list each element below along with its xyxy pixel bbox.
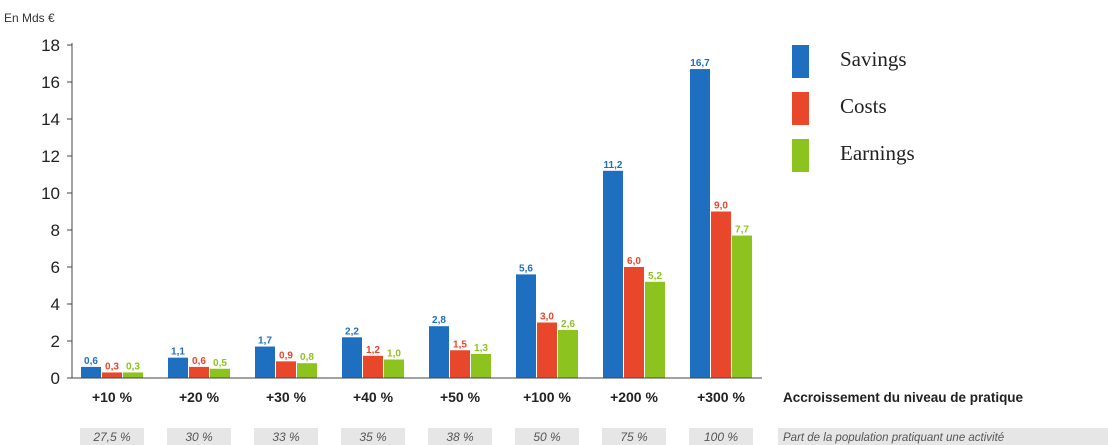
y-tick-label: 6 — [51, 258, 60, 277]
bar-value-label: 1,2 — [366, 345, 380, 356]
bar-savings — [516, 274, 536, 378]
bar-savings — [255, 346, 275, 378]
legend-swatch-earnings — [792, 139, 809, 172]
bar-value-label: 11,2 — [604, 160, 623, 171]
y-tick-label: 10 — [41, 184, 60, 203]
population-share-box — [689, 428, 753, 445]
x-tick-label: +20 % — [179, 389, 220, 405]
bar-savings — [168, 357, 188, 378]
legend: Savings Costs Earnings — [792, 45, 915, 172]
population-share-box — [80, 428, 144, 445]
legend-label-costs: Costs — [840, 94, 887, 118]
legend-swatch-costs — [792, 92, 809, 125]
y-tick-label: 8 — [51, 221, 60, 240]
y-axis: 0 2 4 6 8 10 12 14 16 18 — [41, 36, 73, 388]
bar-value-label: 1,3 — [474, 343, 488, 354]
bar-value-label: 0,3 — [105, 361, 119, 372]
population-share-label: 50 % — [533, 430, 561, 444]
bar-value-label: 2,2 — [345, 326, 359, 337]
population-share-label: 38 % — [446, 430, 474, 444]
population-share-box — [341, 428, 405, 445]
bar-value-label: 6,0 — [627, 256, 641, 267]
y-tick-label: 4 — [51, 295, 60, 314]
population-share-box — [167, 428, 231, 445]
bar-costs — [363, 355, 383, 378]
population-share-box — [515, 428, 579, 445]
bar-savings — [81, 366, 101, 378]
x-axis: +10 % 27,5 % +20 % 30 % +30 % 33 % +40 % 35 % +5… — [72, 377, 1108, 445]
y-tick-label: 18 — [41, 36, 60, 55]
bar-value-label: 9,0 — [714, 201, 728, 212]
bar-value-label: 0,6 — [84, 356, 98, 367]
x-tick-label: +100 % — [523, 389, 571, 405]
bar-value-label: 0,9 — [279, 350, 293, 361]
bar-earnings — [732, 235, 752, 378]
y-tick-label: 12 — [41, 147, 60, 166]
x-tick-label: +200 % — [610, 389, 658, 405]
bar-earnings — [210, 368, 230, 378]
y-tick-label: 0 — [51, 369, 60, 388]
bar-savings — [429, 326, 449, 378]
bar-savings — [690, 69, 710, 379]
bar-value-label: 7,7 — [735, 225, 749, 236]
population-title-box — [778, 428, 1108, 445]
bar-value-label: 1,0 — [387, 349, 401, 360]
bar-value-label: 5,6 — [519, 263, 533, 274]
x-tick-label: +10 % — [92, 389, 133, 405]
bar-earnings — [123, 372, 143, 378]
legend-swatch-savings — [792, 45, 809, 78]
bar-value-label: 2,8 — [432, 315, 446, 326]
bar-value-label: 1,5 — [453, 339, 467, 350]
bar-value-label: 0,6 — [192, 356, 206, 367]
population-share-label: 75 % — [620, 430, 648, 444]
bar-value-label: 5,2 — [648, 271, 662, 282]
bar-earnings — [558, 329, 578, 378]
bar-value-label: 0,3 — [126, 361, 140, 372]
population-share-label: 30 % — [185, 430, 213, 444]
population-share-label: 33 % — [272, 430, 300, 444]
bar-costs — [276, 361, 296, 378]
bar-costs — [624, 267, 644, 378]
bar-earnings — [471, 353, 491, 378]
population-share-box — [602, 428, 666, 445]
bar-value-label: 1,1 — [171, 347, 185, 358]
population-share-label: 100 % — [704, 430, 738, 444]
bar-value-label: 0,8 — [300, 352, 314, 363]
population-share-box — [254, 428, 318, 445]
x-axis-title: Accroissement du niveau de pratique — [783, 390, 1024, 405]
y-tick-label: 2 — [51, 332, 60, 351]
bar-costs — [450, 350, 470, 378]
bar-costs — [102, 372, 122, 378]
bar-costs — [711, 211, 731, 378]
bar-costs — [189, 366, 209, 378]
bars-group: 0,6 0,3 0,3 1,1 0,6 0,5 1,7 0,9 0,8 2,2 1,2 1,0 2,8 1… — [81, 58, 752, 379]
x-tick-label: +300 % — [697, 389, 745, 405]
bar-earnings — [645, 281, 665, 378]
population-share-label: 27,5 % — [92, 430, 131, 444]
population-share-box — [428, 428, 492, 445]
bar-savings — [342, 337, 362, 378]
bar-value-label: 3,0 — [540, 312, 554, 323]
bar-costs — [537, 322, 557, 378]
bar-value-label: 1,7 — [258, 336, 272, 347]
bar-earnings — [384, 359, 404, 378]
bar-value-label: 0,5 — [213, 358, 227, 369]
unit-label: En Mds € — [4, 11, 55, 25]
legend-label-savings: Savings — [840, 47, 907, 71]
x-tick-label: +30 % — [266, 389, 307, 405]
y-tick-label: 16 — [41, 73, 60, 92]
bar-earnings — [297, 363, 317, 378]
bar-value-label: 16,7 — [690, 58, 710, 69]
x-tick-label: +40 % — [353, 389, 394, 405]
x-tick-label: +50 % — [440, 389, 481, 405]
y-tick-label: 14 — [41, 110, 60, 129]
population-share-label: 35 % — [359, 430, 387, 444]
legend-label-earnings: Earnings — [840, 141, 915, 165]
population-row-title: Part de la population pratiquant une act… — [783, 432, 1004, 444]
bar-value-label: 2,6 — [561, 319, 575, 330]
bar-savings — [603, 170, 623, 378]
